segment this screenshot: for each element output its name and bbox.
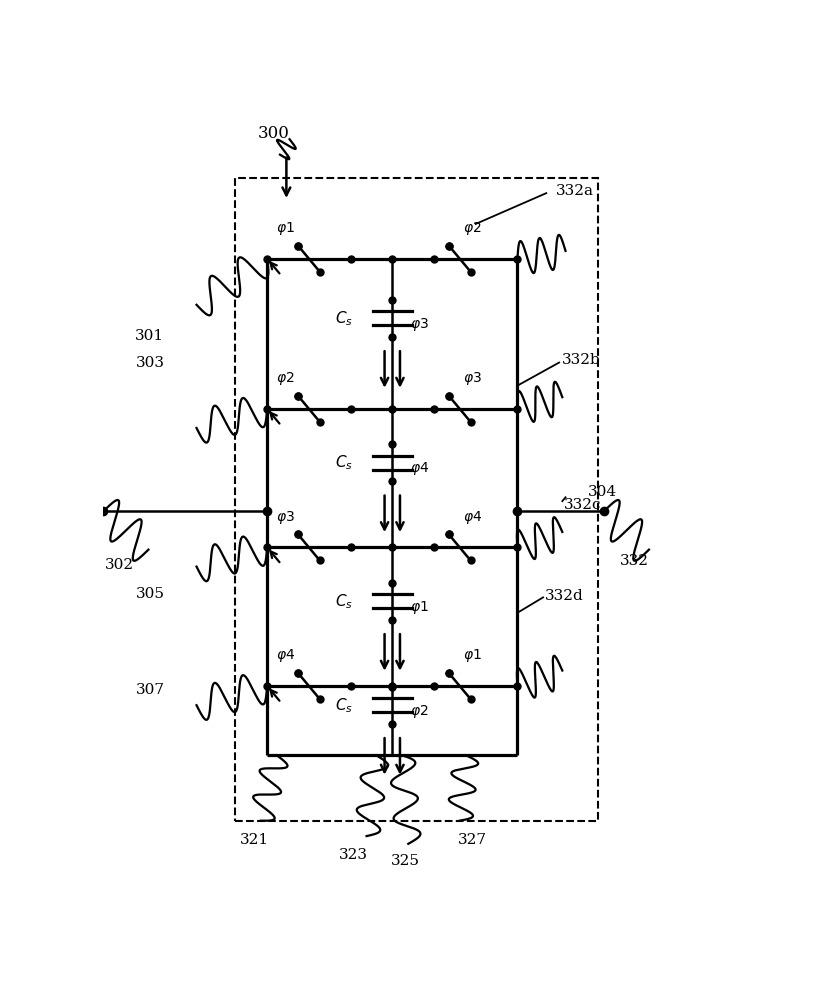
Text: 325: 325 — [390, 854, 419, 868]
Text: $\varphi 1$: $\varphi 1$ — [275, 220, 294, 237]
Text: 332: 332 — [619, 554, 648, 568]
Text: $\varphi 3$: $\varphi 3$ — [275, 509, 294, 526]
Text: $\varphi 4$: $\varphi 4$ — [409, 460, 429, 477]
Text: 327: 327 — [457, 833, 486, 847]
Text: $C_s$: $C_s$ — [335, 696, 352, 715]
Text: 303: 303 — [136, 356, 165, 370]
Text: $\varphi 2$: $\varphi 2$ — [409, 703, 428, 720]
Text: 302: 302 — [105, 558, 134, 572]
Text: $\varphi 1$: $\varphi 1$ — [409, 599, 428, 616]
Text: $\varphi 1$: $\varphi 1$ — [462, 647, 481, 664]
Bar — [235, 178, 597, 821]
Text: 304: 304 — [587, 485, 616, 499]
Text: 332d: 332d — [544, 589, 583, 603]
Text: $\varphi 3$: $\varphi 3$ — [462, 370, 481, 387]
Text: 301: 301 — [135, 329, 165, 343]
Text: $\varphi 2$: $\varphi 2$ — [462, 220, 480, 237]
Text: $\varphi 4$: $\varphi 4$ — [275, 647, 294, 664]
Text: 307: 307 — [136, 683, 165, 697]
Text: $C_s$: $C_s$ — [335, 309, 352, 328]
Text: $C_s$: $C_s$ — [335, 453, 352, 472]
Text: $\varphi 2$: $\varphi 2$ — [276, 370, 294, 387]
Text: 305: 305 — [136, 587, 165, 601]
Text: 332b: 332b — [562, 353, 600, 367]
Text: 332a: 332a — [555, 184, 593, 198]
Text: 323: 323 — [339, 848, 368, 862]
Text: 321: 321 — [240, 833, 269, 847]
Text: $C_s$: $C_s$ — [335, 592, 352, 611]
Text: $\varphi 4$: $\varphi 4$ — [462, 509, 481, 526]
Text: $\varphi 3$: $\varphi 3$ — [409, 316, 428, 333]
Text: 300: 300 — [257, 125, 289, 142]
Text: 332c: 332c — [563, 498, 601, 512]
